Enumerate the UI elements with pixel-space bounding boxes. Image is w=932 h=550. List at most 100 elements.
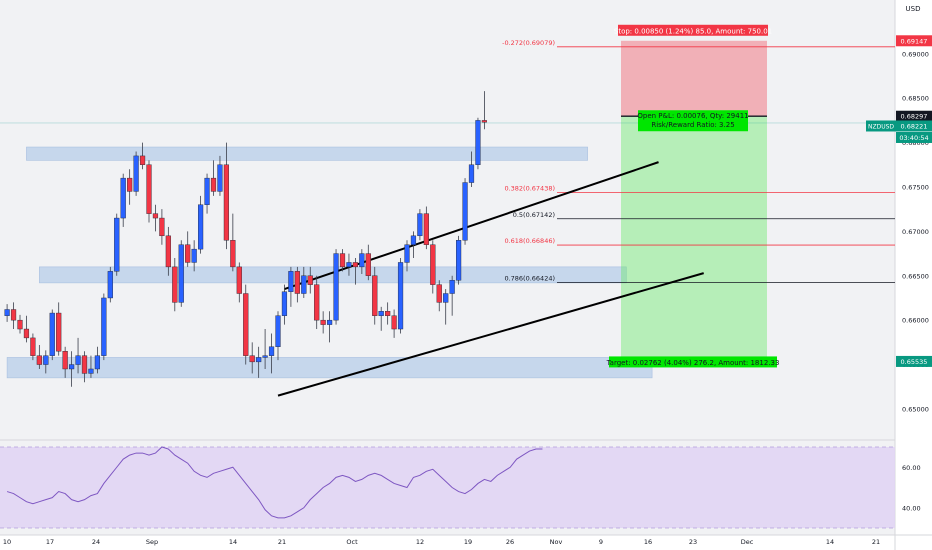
candle-body: [127, 177, 133, 192]
candle-body: [249, 355, 255, 363]
candle-body: [391, 315, 397, 330]
candle-body: [262, 355, 268, 358]
candle: [397, 258, 404, 334]
currency-label[interactable]: USD: [906, 5, 921, 13]
candle-body: [275, 315, 281, 347]
candle-body: [230, 240, 236, 268]
candle: [185, 231, 191, 267]
candle: [423, 206, 429, 250]
candle: [127, 169, 133, 205]
candle: [230, 213, 236, 272]
zone-box: [26, 146, 588, 161]
candle-body: [365, 253, 371, 276]
price-tick-label: 0.67000: [902, 228, 929, 236]
fibonacci-retracement[interactable]: -0.272(0.69079) 0.382(0.67438) 0.5(0.67142…: [502, 39, 895, 283]
pnl-label: Open P&L: 0.00076, Qty: 29411Risk/Reward…: [637, 110, 749, 132]
time-tick-label: 12: [416, 538, 424, 546]
candle: [462, 178, 468, 245]
last-price-badge: [896, 120, 932, 132]
candle: [410, 231, 417, 259]
candle: [36, 345, 42, 369]
symbol-badge: [866, 120, 896, 132]
fib-level-label: 0.618(0.66846): [504, 237, 555, 245]
candle: [139, 142, 146, 170]
price-tick-label: 0.66000: [902, 317, 929, 325]
candle-body: [88, 368, 94, 374]
candle: [307, 266, 313, 294]
price-badge-text: 0.69147: [901, 37, 928, 45]
time-tick-label: Nov: [550, 538, 563, 546]
stop-label: Stop: 0.00850 (1.24%) 85.0, Amount: 750.…: [614, 24, 772, 36]
candle-body: [23, 328, 30, 339]
price-badge-text: 0.65535: [901, 358, 928, 366]
candle-body: [256, 357, 262, 363]
candle: [320, 311, 326, 334]
target-label: Target: 0.02762 (4.04%) 276.2, Amount: 1…: [606, 356, 779, 368]
candle: [101, 293, 107, 361]
time-tick-label: 17: [46, 538, 54, 546]
candle: [301, 266, 307, 298]
candle: [68, 351, 75, 387]
candle: [385, 302, 391, 325]
candle-body: [191, 248, 197, 263]
candle-body: [268, 346, 275, 356]
candle-body: [314, 284, 320, 321]
candle: [436, 280, 442, 312]
candle: [443, 289, 449, 325]
price-badge: [896, 35, 932, 47]
candle: [449, 275, 455, 316]
time-tick-label: 10: [3, 538, 11, 546]
candle-body: [133, 155, 139, 192]
candle-body: [159, 217, 165, 237]
candle-body: [468, 164, 475, 183]
candle-body: [410, 235, 417, 245]
candle-body: [359, 253, 365, 268]
candle: [172, 258, 178, 312]
price-tick-label: 0.68500: [902, 95, 929, 103]
rsi-indicator: 60.00 40.00: [0, 446, 921, 529]
candle: [23, 315, 30, 343]
candle-body: [339, 253, 346, 268]
candle-body: [333, 253, 339, 321]
time-tick-label: 23: [689, 538, 697, 546]
candle: [217, 155, 223, 196]
candle-body: [185, 244, 191, 263]
candle-body: [204, 177, 210, 205]
rsi-line: [6, 446, 543, 519]
short-position-tool[interactable]: [0, 40, 895, 362]
candle: [120, 173, 126, 227]
rsi-tick-label: 60.00: [902, 464, 921, 472]
candle: [146, 160, 152, 223]
candlestick-series: [4, 91, 488, 387]
trend-channel[interactable]: [277, 161, 704, 397]
candle-body: [462, 182, 468, 241]
trendline: [277, 272, 704, 397]
fib-level-label: 0.5(0.67142): [513, 211, 555, 219]
candle: [281, 284, 288, 325]
price-badge: [896, 355, 932, 367]
candle: [352, 258, 359, 285]
time-axis[interactable]: 10 17 24 Sep 14 21 Oct 12 19 26 Nov 9 16 23 Dec 14 21: [3, 538, 880, 546]
candle-body: [101, 297, 107, 356]
rsi-tick-label: 40.00: [902, 504, 921, 512]
time-tick-label: 21: [872, 538, 880, 546]
price-tick-label: 0.68000: [902, 139, 929, 147]
candle: [404, 240, 410, 272]
countdown-badge: [896, 131, 932, 143]
price-tick-label: 0.66500: [902, 272, 929, 280]
candle-body: [120, 177, 126, 219]
rsi-band: [0, 447, 895, 528]
fib-level-label: 0.382(0.67438): [504, 184, 555, 192]
time-tick-label: 19: [464, 538, 472, 546]
candle-body: [301, 275, 307, 294]
candle: [81, 351, 88, 383]
rr-label-text: Risk/Reward Ratio: 3.25: [651, 121, 734, 129]
candle: [327, 311, 333, 343]
price-badges: 0.69147 0.68297 0.65535 NZDUSD 0.68221 03:40:…: [866, 35, 932, 367]
time-tick-label: 24: [92, 538, 100, 546]
candle: [249, 342, 255, 374]
time-tick-label: 9: [599, 538, 603, 546]
candle: [56, 302, 62, 356]
candle-body: [75, 355, 81, 365]
